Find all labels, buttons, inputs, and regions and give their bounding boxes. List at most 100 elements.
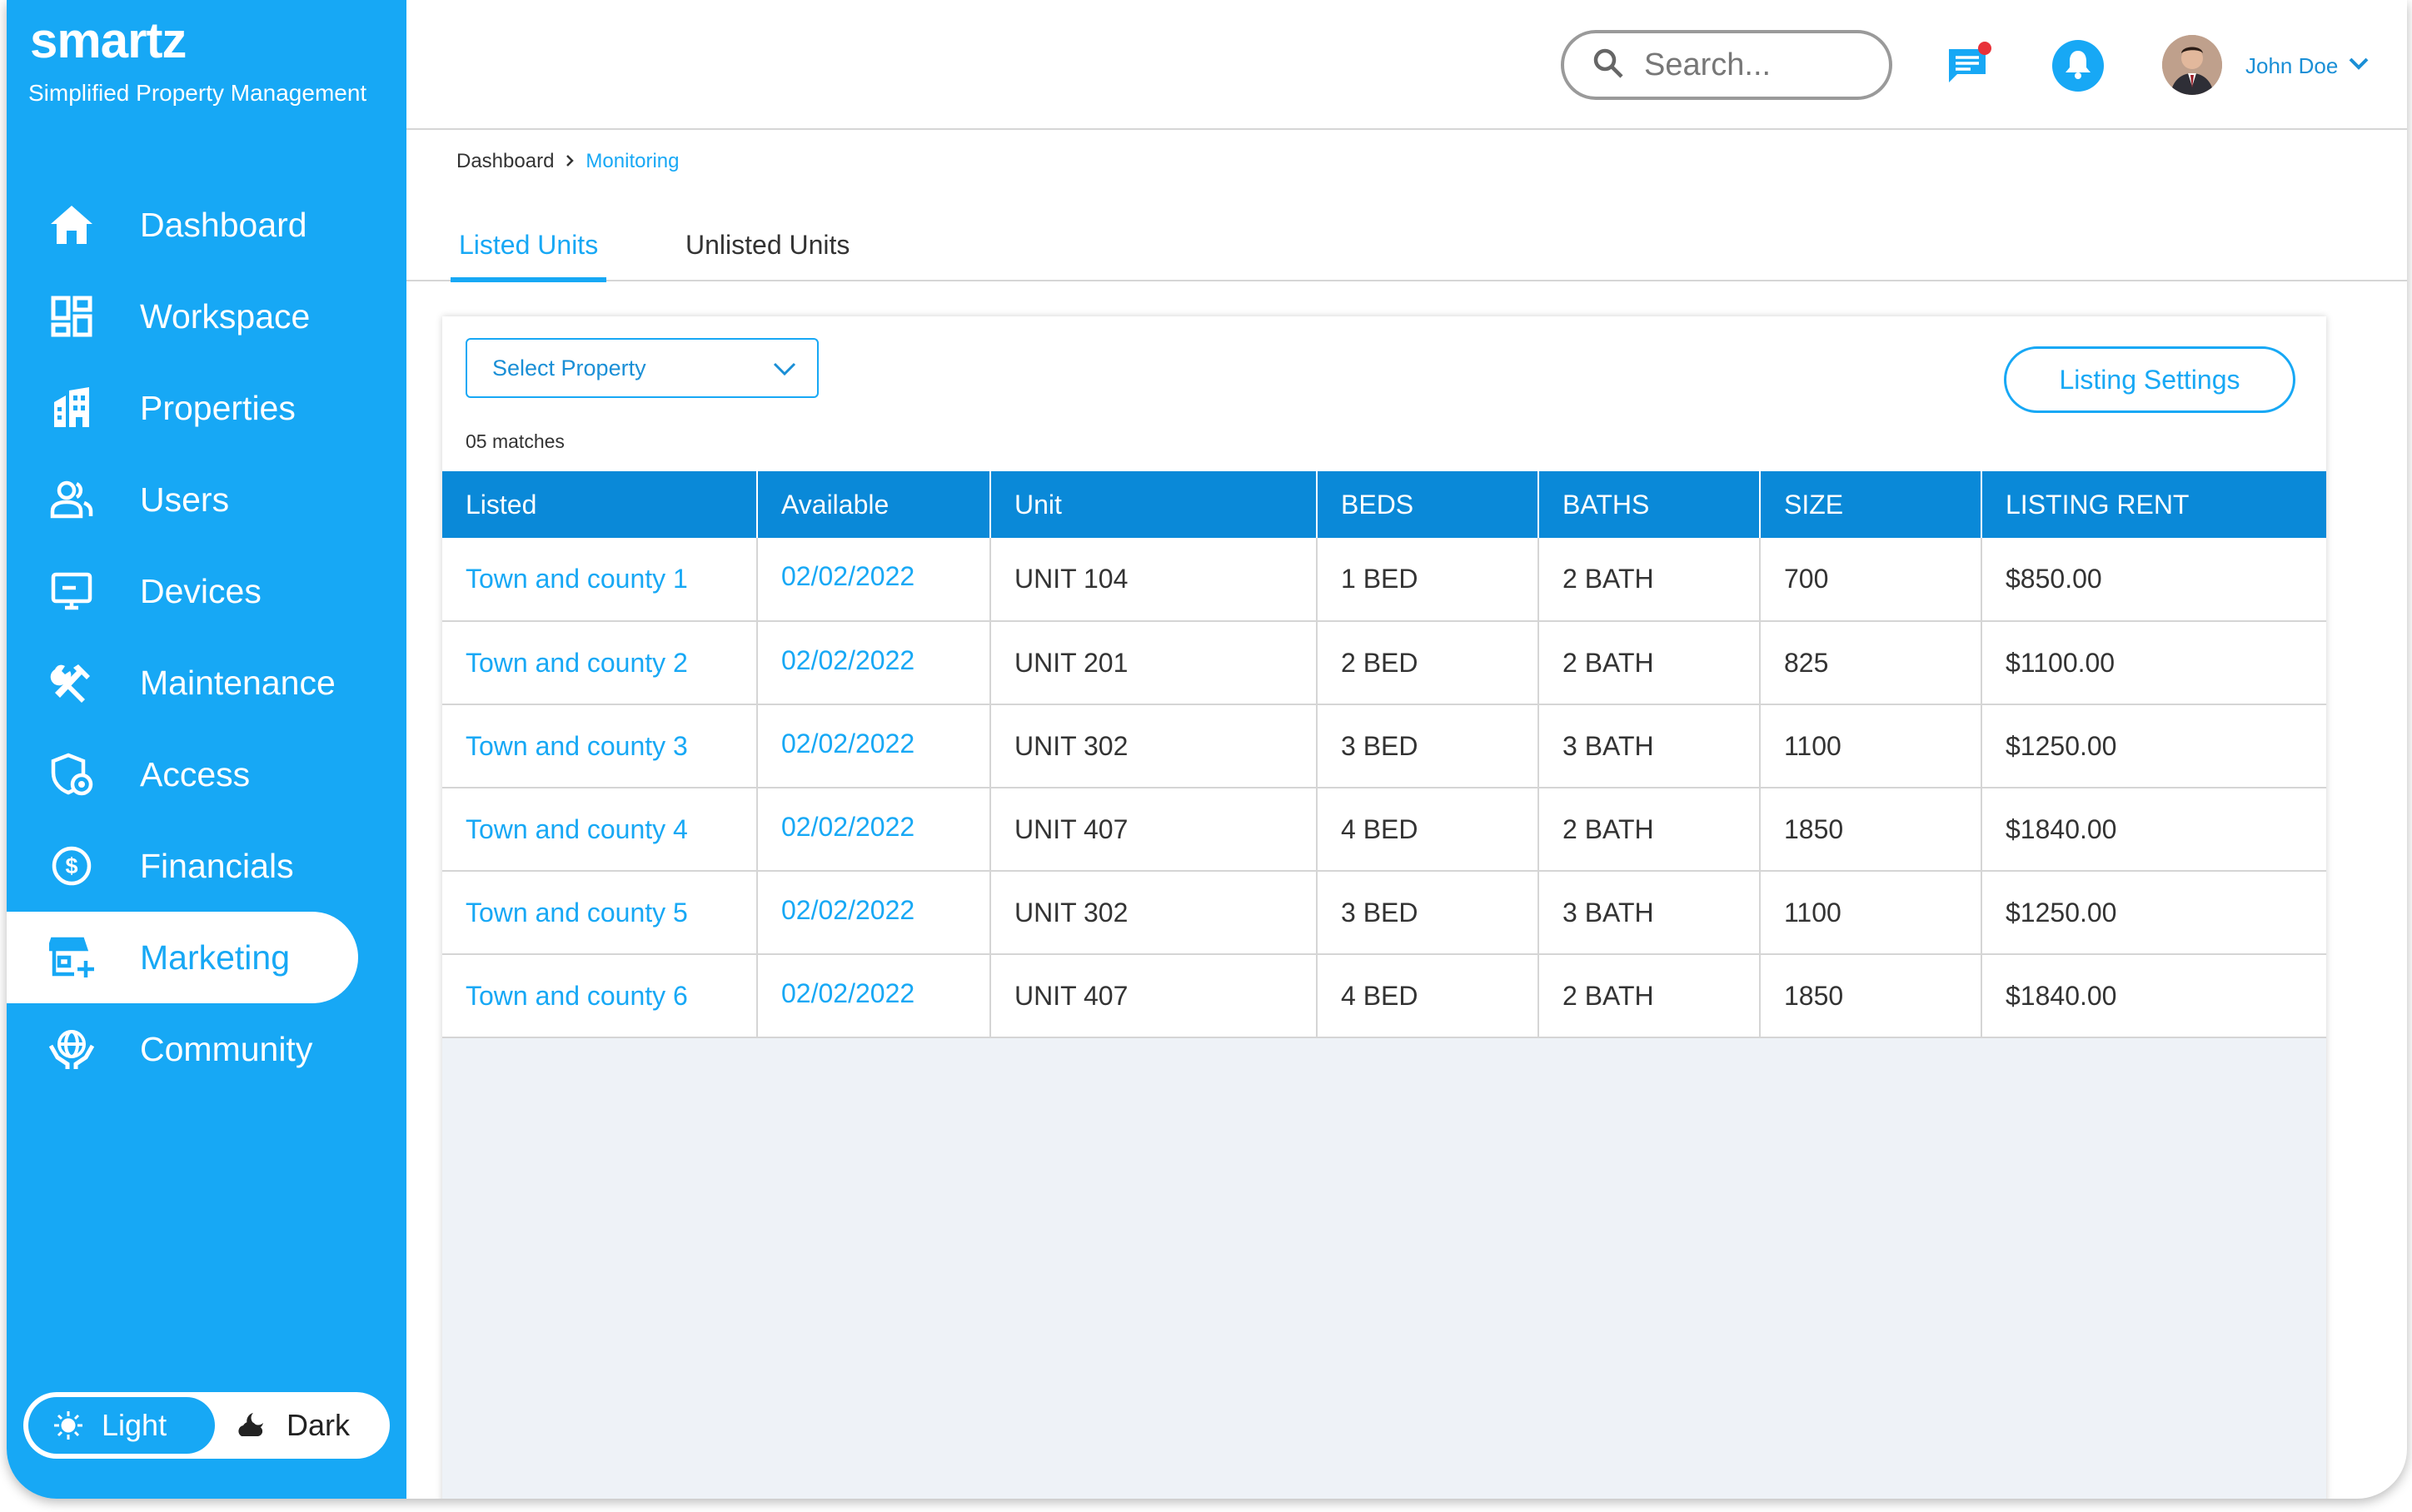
notifications-button[interactable] — [2052, 40, 2104, 92]
sidebar-item-financials[interactable]: $ Financials — [7, 820, 406, 912]
table-row[interactable]: Town and county 6 02/02/2022 UNIT 407 4 … — [442, 954, 2326, 1038]
table-row[interactable]: Town and county 1 02/02/2022 UNIT 104 1 … — [442, 538, 2326, 622]
listed-cell[interactable]: Town and county 4 — [442, 788, 758, 872]
breadcrumb-dashboard[interactable]: Dashboard — [456, 150, 555, 172]
sidebar-item-users[interactable]: Users — [7, 454, 406, 545]
sidebar-item-marketing[interactable]: Marketing — [7, 912, 358, 1003]
sidebar-item-maintenance[interactable]: Maintenance — [7, 637, 406, 729]
sidebar: smartz Simplified Property Management Da… — [7, 0, 406, 1499]
app-window: smartz Simplified Property Management Da… — [7, 0, 2407, 1499]
unit-cell: UNIT 407 — [990, 788, 1318, 872]
workspace-icon — [47, 291, 97, 341]
svg-text:$: $ — [65, 853, 77, 878]
size-cell: 1850 — [1760, 788, 1982, 872]
sidebar-item-label: Users — [140, 480, 230, 519]
card-toolbar: Select Property 05 matches Listing Setti… — [442, 316, 2326, 471]
size-cell: 1850 — [1760, 954, 1982, 1038]
theme-dark-option[interactable]: Dark — [215, 1397, 381, 1454]
sidebar-item-label: Community — [140, 1029, 313, 1068]
baths-cell: 3 BATH — [1538, 704, 1761, 788]
messages-button[interactable] — [1943, 42, 1993, 92]
search-box[interactable] — [1561, 30, 1892, 100]
listed-cell[interactable]: Town and county 3 — [442, 704, 758, 788]
beds-cell: 3 BED — [1317, 871, 1539, 955]
users-icon — [47, 475, 97, 525]
available-cell[interactable]: 02/02/2022 — [757, 871, 991, 955]
sidebar-item-community[interactable]: Community — [7, 1003, 406, 1095]
table-row[interactable]: Town and county 2 02/02/2022 UNIT 201 2 … — [442, 621, 2326, 705]
table-row[interactable]: Town and county 3 02/02/2022 UNIT 302 3 … — [442, 704, 2326, 788]
available-cell[interactable]: 02/02/2022 — [757, 621, 991, 705]
beds-cell: 2 BED — [1317, 621, 1539, 705]
column-header[interactable]: Unit — [990, 471, 1318, 538]
theme-light-label: Light — [102, 1408, 167, 1442]
column-header[interactable]: BATHS — [1538, 471, 1761, 538]
baths-cell: 2 BATH — [1538, 621, 1761, 705]
column-header[interactable]: SIZE — [1760, 471, 1982, 538]
rent-cell: $1840.00 — [1981, 788, 2326, 872]
listed-cell[interactable]: Town and county 5 — [442, 871, 758, 955]
sidebar-item-label: Devices — [140, 571, 262, 610]
listed-cell[interactable]: Town and county 2 — [442, 621, 758, 705]
baths-cell: 2 BATH — [1538, 788, 1761, 872]
listings-card: Select Property 05 matches Listing Setti… — [442, 316, 2326, 1499]
sidebar-item-label: Financials — [140, 846, 294, 885]
tab-unlisted-units[interactable]: Unlisted Units — [685, 230, 850, 260]
listed-cell[interactable]: Town and county 1 — [442, 538, 758, 622]
globe-hands-icon — [47, 1024, 97, 1074]
tab-listed-units[interactable]: Listed Units — [451, 230, 607, 282]
sidebar-item-devices[interactable]: Devices — [7, 545, 406, 637]
rent-cell: $1840.00 — [1981, 954, 2326, 1038]
unit-cell: UNIT 407 — [990, 954, 1318, 1038]
monitor-icon — [47, 566, 97, 616]
listing-settings-button[interactable]: Listing Settings — [2004, 346, 2295, 413]
unit-cell: UNIT 302 — [990, 704, 1318, 788]
sidebar-item-workspace[interactable]: Workspace — [7, 271, 406, 362]
beds-cell: 1 BED — [1317, 538, 1539, 622]
theme-light-option[interactable]: Light — [28, 1397, 215, 1454]
brand-tagline: Simplified Property Management — [28, 80, 367, 106]
sidebar-item-label: Dashboard — [140, 205, 307, 244]
storefront-icon — [47, 933, 97, 982]
baths-cell: 2 BATH — [1538, 538, 1761, 622]
beds-cell: 3 BED — [1317, 704, 1539, 788]
user-name[interactable]: John Doe — [2245, 53, 2339, 78]
baths-cell: 2 BATH — [1538, 954, 1761, 1038]
column-header[interactable]: Listed — [442, 471, 758, 538]
select-property-dropdown[interactable]: Select Property — [466, 338, 819, 398]
unit-cell: UNIT 104 — [990, 538, 1318, 622]
search-input[interactable] — [1644, 47, 1877, 83]
available-cell[interactable]: 02/02/2022 — [757, 538, 991, 622]
home-icon — [47, 200, 97, 250]
column-header[interactable]: Available — [757, 471, 991, 538]
beds-cell: 4 BED — [1317, 954, 1539, 1038]
sidebar-item-label: Maintenance — [140, 663, 336, 702]
available-cell[interactable]: 02/02/2022 — [757, 704, 991, 788]
sidebar-item-dashboard[interactable]: Dashboard — [7, 179, 406, 271]
listed-cell[interactable]: Town and county 6 — [442, 954, 758, 1038]
sidebar-item-access[interactable]: Access — [7, 729, 406, 820]
sidebar-item-properties[interactable]: Properties — [7, 362, 406, 454]
brand-logo[interactable]: smartz — [30, 12, 187, 68]
unit-cell: UNIT 201 — [990, 621, 1318, 705]
size-cell: 825 — [1760, 621, 1982, 705]
rent-cell: $1250.00 — [1981, 871, 2326, 955]
chevron-right-icon — [564, 151, 576, 172]
chevron-down-icon[interactable] — [2347, 52, 2370, 79]
column-header[interactable]: BEDS — [1317, 471, 1539, 538]
search-icon — [1592, 47, 1624, 83]
match-count: 05 matches — [466, 430, 565, 452]
sidebar-item-label: Marketing — [140, 938, 291, 977]
table-row[interactable]: Town and county 5 02/02/2022 UNIT 302 3 … — [442, 871, 2326, 955]
column-header[interactable]: LISTING RENT — [1981, 471, 2326, 538]
available-cell[interactable]: 02/02/2022 — [757, 954, 991, 1038]
select-property-label: Select Property — [492, 355, 646, 380]
available-cell[interactable]: 02/02/2022 — [757, 788, 991, 872]
avatar[interactable] — [2162, 35, 2222, 95]
rent-cell: $850.00 — [1981, 538, 2326, 622]
sidebar-item-label: Workspace — [140, 296, 311, 336]
table-row[interactable]: Town and county 4 02/02/2022 UNIT 407 4 … — [442, 788, 2326, 872]
sidebar-item-label: Properties — [140, 388, 296, 427]
beds-cell: 4 BED — [1317, 788, 1539, 872]
rent-cell: $1250.00 — [1981, 704, 2326, 788]
